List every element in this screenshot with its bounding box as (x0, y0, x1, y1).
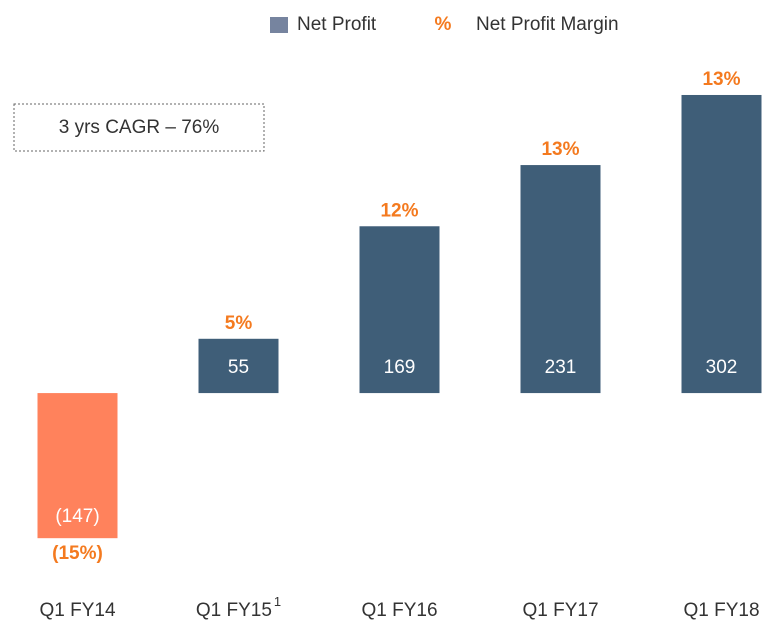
x-tick-text: Q1 FY15 (196, 600, 272, 621)
x-tick-label: Q1 FY14 (39, 600, 115, 621)
x-tick-text: Q1 FY18 (683, 600, 759, 621)
bar (359, 226, 440, 394)
x-tick-text: Q1 FY16 (361, 600, 437, 621)
bar (681, 94, 762, 394)
margin-label: (15%) (52, 543, 103, 564)
bar (520, 165, 601, 394)
x-tick-label: Q1 FY17 (522, 600, 598, 621)
value-label: 55 (228, 357, 249, 378)
x-tick-text: Q1 FY17 (522, 600, 598, 621)
value-label: 302 (706, 357, 738, 378)
x-tick-superscript: 1 (274, 594, 281, 609)
value-label: 169 (384, 357, 416, 378)
value-label: (147) (55, 506, 99, 527)
legend-symbol: % (435, 14, 452, 35)
legend-swatch (270, 17, 288, 33)
margin-label: 12% (380, 200, 418, 221)
legend-label: Net Profit (297, 14, 377, 35)
margin-label: 5% (225, 313, 253, 334)
x-tick-label: Q1 FY18 (683, 600, 759, 621)
x-tick-label: Q1 FY15 1 (196, 594, 281, 621)
margin-label: 13% (702, 69, 740, 90)
value-label: 231 (545, 357, 577, 378)
x-tick-label: Q1 FY16 (361, 600, 437, 621)
annotation: 3 yrs CAGR – 76% (59, 117, 220, 138)
margin-label: 13% (541, 139, 579, 160)
bar (37, 393, 118, 539)
annotation-box (13, 103, 265, 152)
x-tick-text: Q1 FY14 (39, 600, 115, 621)
legend-label: Net Profit Margin (476, 14, 619, 35)
bar (198, 338, 279, 394)
